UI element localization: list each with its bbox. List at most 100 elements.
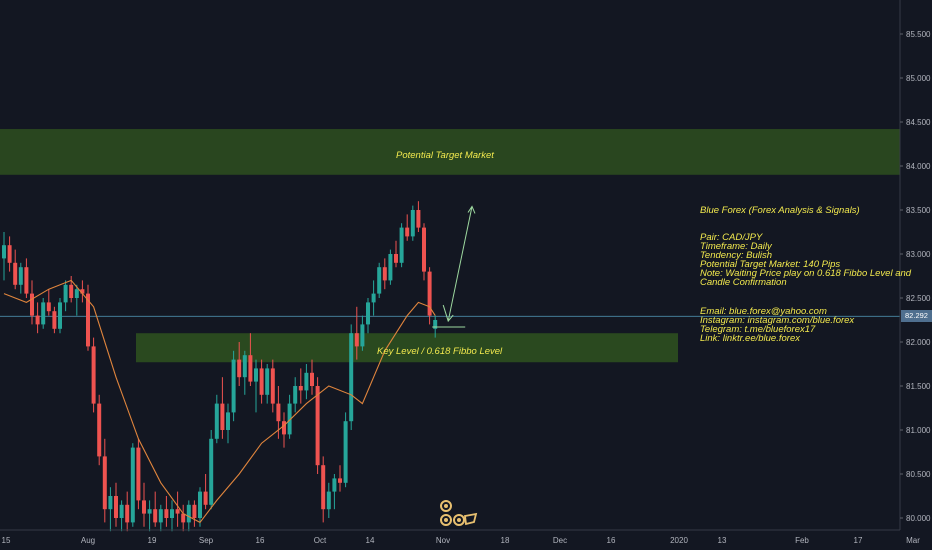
candle-body — [304, 372, 309, 391]
up-projection-line — [447, 206, 473, 322]
candle-body — [102, 456, 107, 510]
info-email: Email: blue.forex@yahoo.com — [700, 306, 827, 317]
candle-body — [147, 509, 152, 514]
candle-body — [371, 293, 376, 303]
candle-body — [287, 403, 292, 435]
candle-body — [175, 509, 180, 514]
time-tick-label: 14 — [366, 536, 375, 545]
candle-body — [394, 254, 398, 263]
candle-body — [248, 355, 253, 382]
candle-body — [354, 333, 359, 347]
current-price-tag: 82.292 — [901, 310, 932, 322]
candle-body — [158, 509, 163, 523]
up-projection-arrowhead — [467, 205, 476, 214]
candle-body — [315, 386, 320, 466]
candle-body — [298, 386, 303, 391]
candle-body — [349, 333, 354, 422]
moving-average-line — [3, 279, 436, 524]
time-tick-label: 18 — [501, 536, 510, 545]
time-tick-label: 16 — [607, 536, 616, 545]
time-tick-label: Aug — [81, 536, 95, 545]
candle-body — [366, 302, 370, 325]
info-timeframe: Timeframe: Daily — [700, 241, 772, 252]
candle-body — [270, 368, 275, 404]
candle-body — [254, 368, 258, 382]
time-tick-label: 19 — [148, 536, 157, 545]
key-zone-box — [136, 333, 678, 363]
candle-body — [377, 267, 382, 294]
candle-body — [30, 293, 34, 316]
price-tick-label: 80.000 — [906, 514, 931, 523]
price-tick-label: 80.500 — [906, 470, 931, 479]
time-tick-label: 15 — [2, 536, 11, 545]
candle-body — [142, 500, 146, 514]
candle-body — [427, 271, 432, 316]
candle-body — [326, 491, 331, 510]
candle-body — [416, 210, 421, 228]
candle-body — [259, 368, 264, 395]
candle-body — [114, 496, 118, 518]
candle-body — [97, 403, 102, 457]
candle-body — [321, 465, 326, 510]
candle-body — [74, 289, 79, 298]
time-tick-label: 13 — [718, 536, 727, 545]
price-tick-label: 84.000 — [906, 162, 931, 171]
info-target: Potential Target Market: 140 Pips — [700, 259, 841, 270]
candle-body — [35, 315, 40, 325]
candle-body — [181, 513, 186, 523]
candle-body — [338, 478, 342, 483]
info-note-cont: Candle Confirmation — [700, 277, 787, 288]
candle-body — [63, 284, 68, 303]
price-tick-label: 82.000 — [906, 338, 931, 347]
candle-body — [310, 372, 314, 386]
price-tick-label: 81.000 — [906, 426, 931, 435]
time-tick-label: 17 — [854, 536, 863, 545]
candle-body — [119, 504, 124, 518]
candle-body — [186, 504, 191, 523]
candle-body — [24, 267, 29, 294]
candle-body — [91, 346, 96, 404]
info-title: Blue Forex (Forex Analysis & Signals) — [700, 205, 860, 216]
time-tick-label: Oct — [314, 536, 327, 545]
info-link: Link: linktr.ee/blue.forex — [700, 333, 800, 344]
candle-body — [332, 478, 337, 492]
candle-body — [136, 447, 141, 501]
candle-body — [360, 324, 365, 347]
candle-body — [237, 359, 242, 378]
price-tick-label: 81.500 — [906, 382, 931, 391]
candle-body — [343, 421, 348, 483]
candle-body — [433, 320, 438, 329]
candle-body — [382, 267, 387, 281]
candle-body — [203, 491, 208, 505]
candle-body — [220, 403, 225, 430]
candle-body — [52, 311, 57, 329]
time-tick-label: 16 — [256, 536, 265, 545]
candle-body — [265, 368, 270, 395]
candle-body — [80, 289, 85, 294]
candle-body — [276, 403, 281, 422]
candle-body — [209, 438, 214, 505]
candle-body — [422, 227, 426, 272]
candle-body — [405, 227, 410, 237]
time-tick-label: Dec — [553, 536, 567, 545]
candle-body — [69, 284, 74, 298]
candle-body — [86, 293, 90, 347]
candle-body — [170, 509, 174, 518]
candle-body — [153, 509, 158, 523]
candle-body — [18, 267, 23, 285]
time-tick-label: Mar — [906, 536, 920, 545]
info-tendency: Tendency: Bulish — [700, 250, 773, 261]
info-pair: Pair: CAD/JPY — [700, 232, 763, 243]
info-telegram: Telegram: t.me/blueforex17 — [700, 324, 816, 335]
candle-body — [410, 210, 415, 237]
time-tick-label: Sep — [199, 536, 214, 545]
price-tick-label: 83.000 — [906, 250, 931, 259]
candle-body — [2, 245, 6, 259]
candle-body — [125, 504, 130, 523]
info-note: Note: Waiting Price play on 0.618 Fibbo … — [700, 268, 912, 279]
candle-body — [58, 302, 62, 329]
candle-body — [388, 254, 393, 281]
candle-body — [108, 496, 113, 510]
